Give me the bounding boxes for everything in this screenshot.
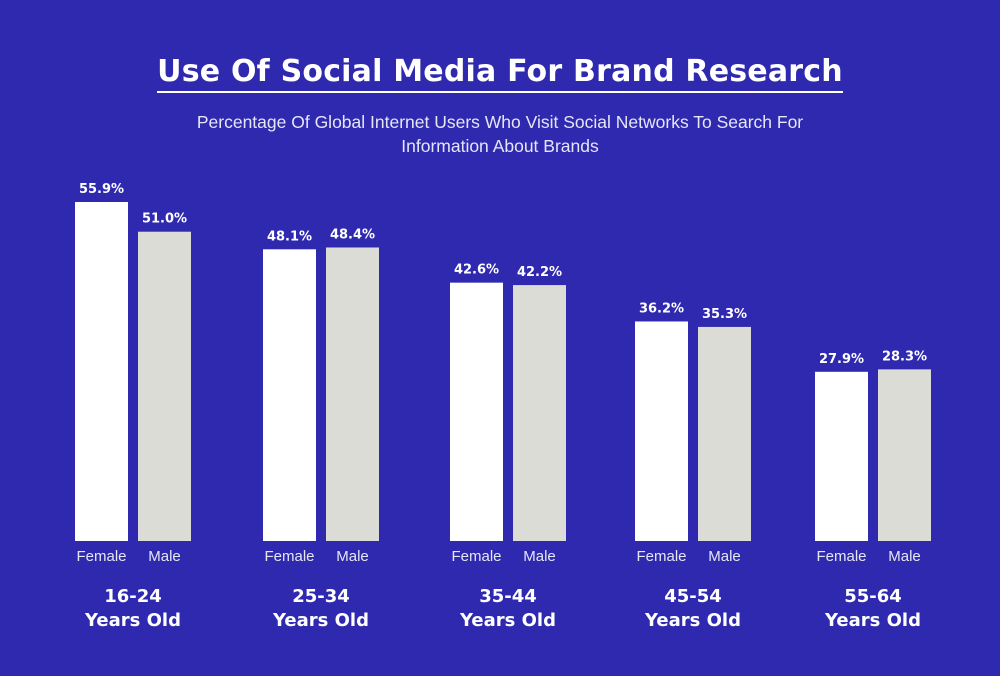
bar-male-1 (138, 231, 191, 541)
series-tick-label: Female (816, 548, 866, 565)
bar-female-1 (75, 202, 128, 541)
category-label-age: 16-24 (104, 586, 162, 607)
category-label-age: 25-34 (292, 586, 350, 607)
chart-subtitle: Percentage Of Global Internet Users Who … (196, 112, 804, 156)
bar-male-4 (698, 326, 751, 541)
value-label: 51.0% (142, 212, 187, 227)
bar-female-4 (635, 321, 688, 541)
value-label: 48.1% (267, 229, 312, 244)
series-tick-label: Female (636, 548, 686, 565)
series-tick-label: Female (264, 548, 314, 565)
bar-male-2 (326, 247, 379, 541)
value-label: 42.2% (517, 265, 562, 280)
series-tick-label: Female (76, 548, 126, 565)
category-label-suffix: Years Old (272, 610, 369, 631)
bar-female-2 (263, 249, 316, 542)
category-label-suffix: Years Old (459, 610, 556, 631)
series-tick-label: Male (888, 548, 921, 565)
series-tick-label: Male (708, 548, 741, 565)
category-label-suffix: Years Old (644, 610, 741, 631)
category-label-age: 35-44 (479, 586, 537, 607)
chart-title: Use Of Social Media For Brand Research (0, 54, 1000, 93)
bar-female-3 (450, 282, 503, 541)
value-label: 27.9% (819, 352, 864, 367)
value-label: 55.9% (79, 182, 124, 197)
category-label-age: 45-54 (664, 586, 722, 607)
value-label: 48.4% (330, 227, 375, 242)
value-label: 36.2% (639, 301, 684, 316)
category-label-suffix: Years Old (84, 610, 181, 631)
bar-female-5 (815, 371, 868, 541)
chart-title-text: Use Of Social Media For Brand Research (157, 54, 843, 93)
value-label: 42.6% (454, 263, 499, 278)
value-label: 35.3% (702, 307, 747, 322)
bar-male-5 (878, 369, 931, 541)
series-tick-label: Male (523, 548, 556, 565)
series-tick-label: Female (451, 548, 501, 565)
bar-male-3 (513, 285, 566, 541)
series-tick-label: Male (148, 548, 181, 565)
category-label-age: 55-64 (844, 586, 902, 607)
series-tick-label: Male (336, 548, 369, 565)
value-label: 28.3% (882, 349, 927, 364)
category-label-suffix: Years Old (824, 610, 921, 631)
